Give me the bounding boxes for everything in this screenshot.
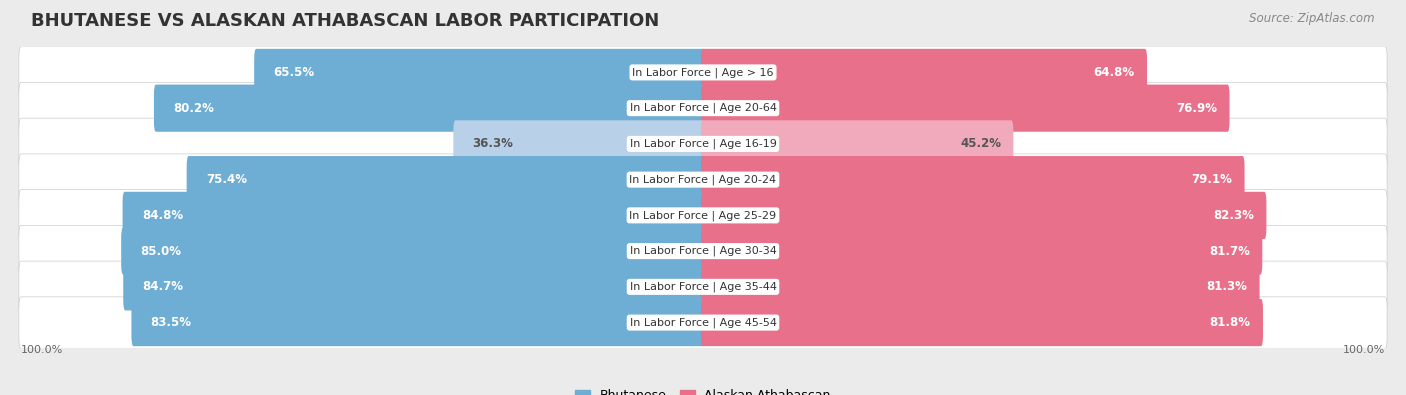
Text: 85.0%: 85.0% (141, 245, 181, 258)
Text: 81.8%: 81.8% (1209, 316, 1250, 329)
Text: 82.3%: 82.3% (1213, 209, 1254, 222)
FancyBboxPatch shape (453, 120, 704, 167)
FancyBboxPatch shape (18, 83, 1388, 134)
FancyBboxPatch shape (18, 261, 1388, 312)
FancyBboxPatch shape (18, 47, 1388, 98)
Text: 80.2%: 80.2% (173, 102, 214, 115)
FancyBboxPatch shape (122, 192, 704, 239)
Text: 36.3%: 36.3% (472, 137, 513, 150)
FancyBboxPatch shape (18, 154, 1388, 205)
Text: In Labor Force | Age 16-19: In Labor Force | Age 16-19 (630, 139, 776, 149)
FancyBboxPatch shape (121, 228, 704, 275)
Text: BHUTANESE VS ALASKAN ATHABASCAN LABOR PARTICIPATION: BHUTANESE VS ALASKAN ATHABASCAN LABOR PA… (31, 12, 659, 30)
Text: 84.7%: 84.7% (142, 280, 184, 293)
Text: 100.0%: 100.0% (21, 345, 63, 355)
FancyBboxPatch shape (18, 118, 1388, 169)
FancyBboxPatch shape (131, 299, 704, 346)
FancyBboxPatch shape (187, 156, 704, 203)
Text: 65.5%: 65.5% (274, 66, 315, 79)
FancyBboxPatch shape (702, 49, 1147, 96)
FancyBboxPatch shape (702, 192, 1267, 239)
Text: 81.3%: 81.3% (1206, 280, 1247, 293)
FancyBboxPatch shape (153, 85, 704, 132)
Text: In Labor Force | Age > 16: In Labor Force | Age > 16 (633, 67, 773, 78)
FancyBboxPatch shape (702, 263, 1260, 310)
FancyBboxPatch shape (124, 263, 704, 310)
FancyBboxPatch shape (18, 297, 1388, 348)
Text: 79.1%: 79.1% (1191, 173, 1232, 186)
FancyBboxPatch shape (702, 120, 1014, 167)
Text: In Labor Force | Age 30-34: In Labor Force | Age 30-34 (630, 246, 776, 256)
Text: 64.8%: 64.8% (1094, 66, 1135, 79)
FancyBboxPatch shape (702, 228, 1263, 275)
FancyBboxPatch shape (18, 226, 1388, 277)
Text: In Labor Force | Age 20-24: In Labor Force | Age 20-24 (630, 174, 776, 185)
Text: In Labor Force | Age 25-29: In Labor Force | Age 25-29 (630, 210, 776, 221)
Text: 45.2%: 45.2% (960, 137, 1001, 150)
Text: In Labor Force | Age 20-64: In Labor Force | Age 20-64 (630, 103, 776, 113)
Text: 76.9%: 76.9% (1177, 102, 1218, 115)
Text: Source: ZipAtlas.com: Source: ZipAtlas.com (1250, 12, 1375, 25)
FancyBboxPatch shape (702, 299, 1263, 346)
FancyBboxPatch shape (702, 85, 1230, 132)
Text: 83.5%: 83.5% (150, 316, 191, 329)
FancyBboxPatch shape (702, 156, 1244, 203)
Text: In Labor Force | Age 45-54: In Labor Force | Age 45-54 (630, 317, 776, 328)
Text: 84.8%: 84.8% (142, 209, 183, 222)
FancyBboxPatch shape (18, 190, 1388, 241)
Legend: Bhutanese, Alaskan Athabascan: Bhutanese, Alaskan Athabascan (569, 384, 837, 395)
FancyBboxPatch shape (254, 49, 704, 96)
Text: 75.4%: 75.4% (205, 173, 247, 186)
Text: 100.0%: 100.0% (1343, 345, 1385, 355)
Text: In Labor Force | Age 35-44: In Labor Force | Age 35-44 (630, 282, 776, 292)
Text: 81.7%: 81.7% (1209, 245, 1250, 258)
